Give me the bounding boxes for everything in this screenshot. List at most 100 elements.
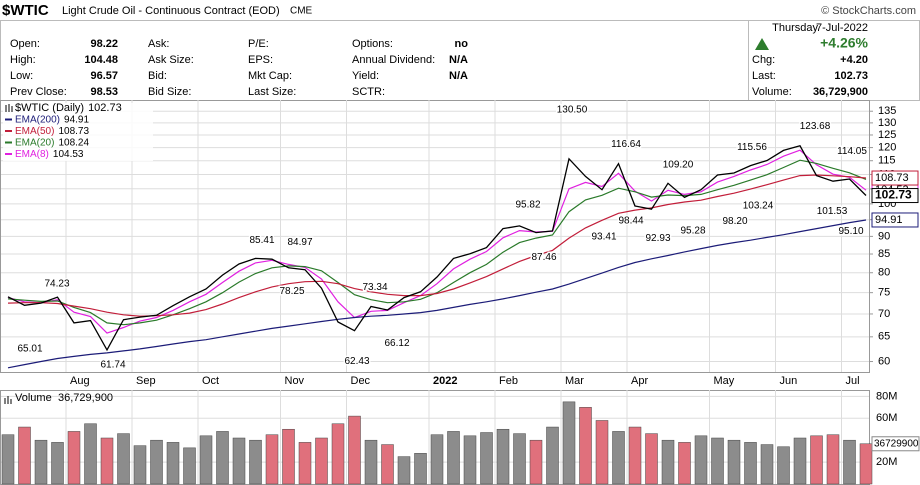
last-value-box	[871, 188, 919, 204]
legend-box	[3, 103, 153, 161]
legend-value: 102.73	[88, 102, 122, 114]
volume-bar	[331, 423, 345, 485]
legend-entry: $WTIC (Daily) 102.73	[15, 102, 122, 114]
quote-label: Annual Dividend:	[352, 54, 435, 66]
x-tick-label: Sep	[136, 375, 156, 387]
volume-bar	[100, 437, 114, 485]
y-tick-label: 135	[878, 105, 896, 117]
quote-label: High:	[10, 54, 36, 66]
price-annotation: 95.10	[838, 226, 863, 237]
price-annotation: 123.68	[800, 121, 831, 132]
x-tick-label: Feb	[499, 375, 518, 387]
y-tick-label: 90	[878, 230, 890, 242]
volume-bar	[84, 423, 97, 485]
exchange: CME	[290, 6, 313, 17]
price-annotation: 92.93	[645, 233, 670, 244]
y-tick-label: 65	[878, 331, 890, 343]
volume-bar	[760, 444, 774, 485]
volume-bar	[711, 437, 724, 485]
price-annotation: 130.50	[557, 104, 588, 115]
price-annotation: 103.24	[743, 201, 774, 212]
ema-line	[7, 149, 867, 334]
x-tick-label: Aug	[70, 375, 90, 387]
volume-bar	[612, 431, 625, 485]
x-tick-label: May	[714, 375, 735, 387]
price-annotation: 87.46	[531, 252, 556, 263]
price-annotation: 98.20	[722, 216, 747, 227]
symbol: $WTIC	[2, 2, 49, 19]
price-annotation: 73.34	[362, 282, 387, 293]
y-tick-label: 130	[878, 117, 896, 129]
legend-name: EMA(20)	[15, 137, 54, 148]
price-annotation: 98.44	[618, 215, 643, 226]
x-tick-label: Mar	[565, 375, 584, 387]
price-annotation: 85.41	[249, 235, 274, 246]
volume-bar	[694, 435, 708, 485]
quote-label: Ask:	[148, 38, 169, 50]
volume-bar	[595, 420, 609, 485]
last-value-label: 102.73	[875, 188, 912, 202]
volume-bar	[298, 442, 312, 485]
x-tick-label: Jun	[780, 375, 798, 387]
volume-bar	[678, 442, 691, 485]
volume-bar	[117, 433, 130, 485]
y-tick-label: 80M	[876, 390, 897, 402]
legend-entry: EMA(200) 94.91	[15, 114, 89, 125]
x-tick-label: Apr	[631, 375, 648, 387]
quote-label: Open:	[10, 38, 40, 50]
y-tick-label: 60M	[876, 412, 897, 424]
price-annotation: 114.05	[837, 146, 867, 157]
x-tick-label: 2022	[433, 375, 457, 387]
price-annotation: 61.74	[100, 359, 125, 370]
legend-name: EMA(200)	[15, 114, 60, 125]
quote-value: N/A	[449, 70, 468, 82]
summary-value: +4.20	[840, 54, 868, 66]
volume-bar	[645, 433, 658, 485]
summary-value: 102.73	[834, 70, 868, 82]
price-annotation: 78.25	[279, 286, 304, 297]
volume-bar	[826, 434, 840, 485]
legend-name: EMA(50)	[15, 126, 54, 137]
price-annotation: 66.12	[384, 338, 409, 349]
volume-bar	[34, 439, 48, 485]
volume-icon	[4, 396, 12, 404]
volume-bar	[859, 443, 873, 485]
volume-bar	[249, 439, 262, 485]
volume-bar	[529, 439, 543, 485]
volume-legend-name: Volume	[15, 392, 52, 404]
volume-bar	[18, 426, 31, 485]
y-tick-label: 125	[878, 129, 896, 141]
price-annotation: 93.41	[591, 232, 616, 243]
volume-bar	[51, 442, 64, 485]
up-arrow	[755, 38, 769, 50]
price-annotation: 101.53	[817, 206, 848, 217]
ema-line	[7, 219, 867, 369]
quote-label: Yield:	[352, 70, 379, 82]
instrument-name: Light Crude Oil - Continuous Contract (E…	[62, 5, 280, 17]
quote-label: SCTR:	[352, 86, 385, 98]
volume-bar	[777, 446, 790, 485]
quote-value: 98.53	[90, 86, 118, 98]
y-tick-label: 80	[878, 267, 890, 279]
summary-label: Volume:	[752, 86, 792, 98]
x-tick-label: Dec	[351, 375, 371, 387]
last-value-label: 108.73	[875, 172, 909, 184]
volume-bar	[265, 434, 279, 485]
volume-bar	[199, 435, 213, 485]
quote-label: Low:	[10, 70, 33, 82]
volume-bar	[364, 439, 378, 485]
x-tick-label: Oct	[202, 375, 219, 387]
volume-bar	[463, 435, 477, 485]
volume-bar	[447, 431, 460, 485]
price-annotation: 95.82	[515, 200, 540, 211]
volume-bar	[183, 447, 196, 485]
volume-bar	[397, 456, 411, 485]
price-annotation: 109.20	[663, 159, 694, 170]
price-annotation: 95.28	[680, 225, 705, 236]
volume-bar	[315, 437, 328, 485]
quote-value: 96.57	[90, 70, 118, 82]
summary-value: 36,729,900	[813, 86, 868, 98]
legend-value: 94.91	[64, 114, 89, 125]
volume-bar	[150, 439, 163, 485]
y-tick-label: 60	[878, 355, 890, 367]
